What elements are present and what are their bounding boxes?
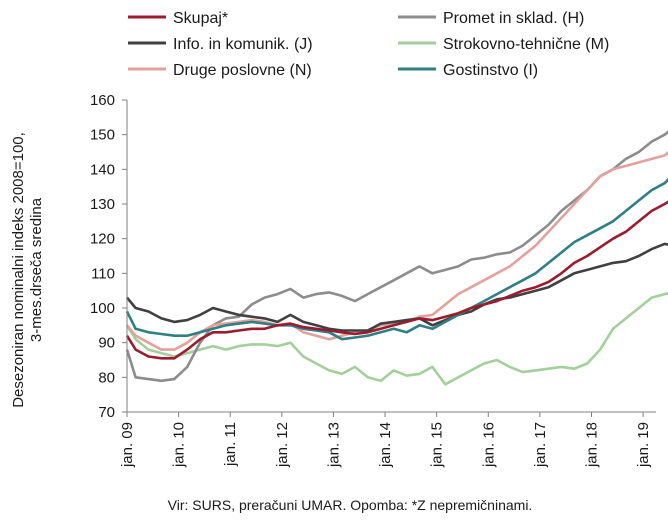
x-tick-label: jan. 13 <box>325 422 342 468</box>
chart-legend: Skupaj* Info. in komunik. (J) Druge poslov… <box>128 10 609 79</box>
series-line-3 <box>125 292 668 386</box>
legend-label: Druge poslovne (N) <box>173 62 312 79</box>
y-tick-label: 90 <box>98 335 115 352</box>
series-line-5 <box>125 177 668 341</box>
y-tick-label: 160 <box>90 92 115 109</box>
legend-label: Gostinstvo (I) <box>443 62 538 79</box>
legend-label: Skupaj* <box>173 10 228 27</box>
x-tick-label: jan. 17 <box>532 422 549 468</box>
series-line-2 <box>125 242 668 332</box>
x-tick-label: jan. 19 <box>635 422 652 468</box>
y-tick-label: 120 <box>90 231 115 248</box>
plot-lines <box>125 130 668 386</box>
x-ticks: jan. 09 jan. 10 jan. 11 jan. 12 jan. 13 jan. … <box>119 412 652 468</box>
x-tick-label: jan. 18 <box>583 422 600 468</box>
series-line-4 <box>125 151 668 351</box>
series-line-0 <box>125 200 668 360</box>
y-ticks: 70 80 90 100 110 120 130 140 150 160 <box>90 92 127 421</box>
x-tick-label: jan. 12 <box>274 422 291 468</box>
y-tick-label: 100 <box>90 300 115 317</box>
y-tick-label: 110 <box>91 265 115 282</box>
y-axis-title-line-1: Desezoniran nominalni indeks 2008=100, <box>10 132 27 408</box>
x-tick-label: jan. 16 <box>480 422 497 468</box>
x-tick-label: jan. 10 <box>171 422 188 468</box>
legend-label: Promet in sklad. (H) <box>443 10 584 27</box>
x-tick-label: jan. 14 <box>377 422 394 468</box>
y-tick-label: 150 <box>90 127 115 144</box>
y-tick-label: 70 <box>98 404 115 421</box>
y-tick-label: 140 <box>90 161 115 178</box>
legend-label: Info. in komunik. (J) <box>173 36 313 53</box>
y-axis-title-line-2: 3-mes.drseča sredina <box>28 197 45 342</box>
legend-label: Strokovno-tehnične (M) <box>443 36 609 53</box>
series-line-1 <box>125 130 668 383</box>
x-tick-label: jan. 15 <box>429 422 446 468</box>
chart-source-note: Vir: SURS, preračuni UMAR. Opomba: *Z ne… <box>168 497 533 513</box>
x-tick-label: jan. 09 <box>119 422 136 468</box>
y-tick-label: 80 <box>98 369 115 386</box>
x-tick-label: jan. 11 <box>222 422 239 467</box>
y-tick-label: 130 <box>90 196 115 213</box>
